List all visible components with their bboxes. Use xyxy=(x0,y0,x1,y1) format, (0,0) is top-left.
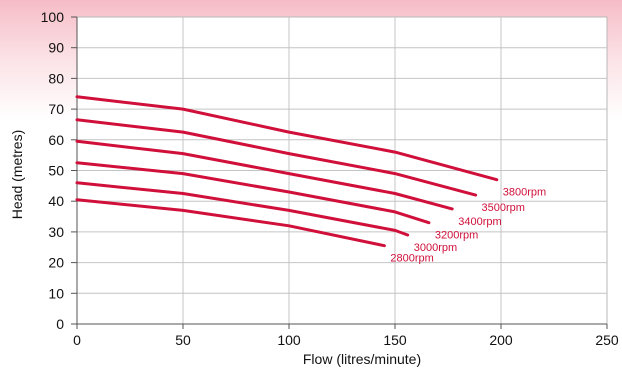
y-tick-label: 20 xyxy=(48,255,64,271)
series-line xyxy=(75,95,499,182)
y-tick-label: 100 xyxy=(41,9,65,25)
series-line xyxy=(75,139,454,211)
series-lines xyxy=(75,95,499,248)
y-tick-label: 50 xyxy=(48,163,64,179)
y-axis-title: Head (metres) xyxy=(9,130,25,219)
y-tick-label: 10 xyxy=(48,285,64,301)
axes: 0 50 100 150 200 250 0 10 20 30 40 50 60 70 80 90 100 xyxy=(41,9,619,348)
x-tick-label: 150 xyxy=(383,332,407,348)
x-tick-label: 50 xyxy=(175,332,191,348)
series-label: 3200rpm xyxy=(435,230,478,242)
series-line xyxy=(75,181,410,237)
series-line xyxy=(75,161,431,225)
y-tick-label: 90 xyxy=(48,40,64,56)
y-tick-label: 40 xyxy=(48,193,64,209)
x-tick-label: 100 xyxy=(277,332,301,348)
y-tick-label: 80 xyxy=(48,70,64,86)
x-axis-title: Flow (litres/minute) xyxy=(303,351,421,367)
y-tick-label: 0 xyxy=(56,316,64,332)
x-tick-label: 200 xyxy=(489,332,513,348)
x-tick-label: 0 xyxy=(73,332,81,348)
x-tick-label: 250 xyxy=(595,332,619,348)
y-tick-label: 30 xyxy=(48,224,64,240)
series-label: 3400rpm xyxy=(458,216,501,228)
series-line xyxy=(75,118,478,197)
y-tick-label: 70 xyxy=(48,101,64,117)
y-tick-label: 60 xyxy=(48,132,64,148)
series-label: 3500rpm xyxy=(482,202,525,214)
series-labels: 3800rpm 3500rpm 3400rpm 3200rpm3000rpm2800r… xyxy=(390,187,546,265)
series-label: 3800rpm xyxy=(503,187,546,199)
series-line xyxy=(75,198,386,248)
series-label: 2800rpm xyxy=(390,253,433,265)
series-label: 3000rpm xyxy=(414,242,457,254)
